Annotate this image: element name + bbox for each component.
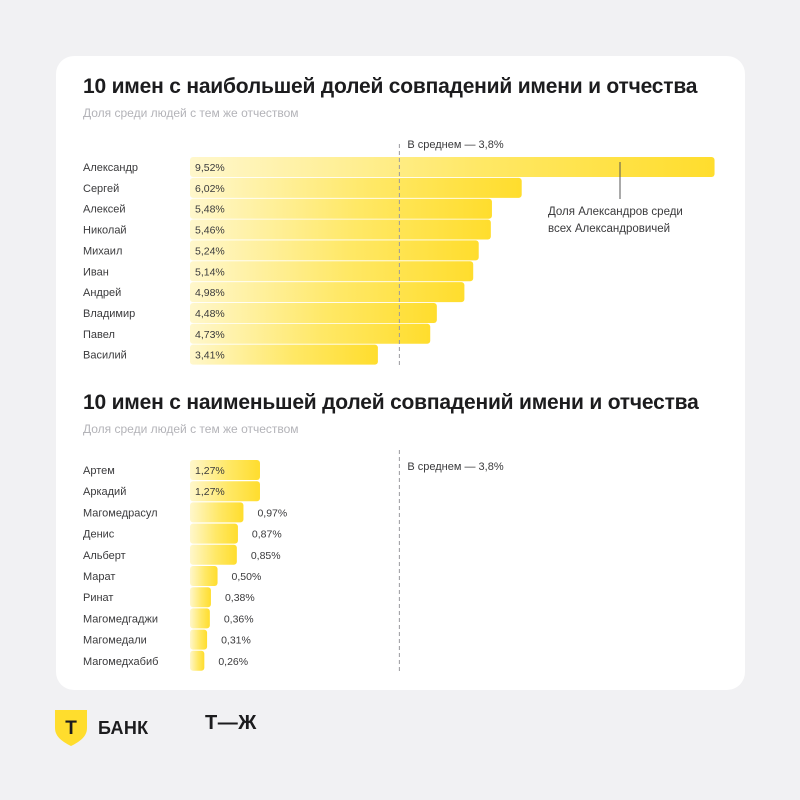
bar-10: [190, 650, 205, 671]
tzh-wordmark: Т—Ж: [205, 712, 257, 734]
bar-7: [190, 282, 465, 303]
category-label: Аркадий: [83, 486, 126, 498]
chart-1-subtitle: Доля среди людей с тем же отчеством: [83, 106, 299, 120]
chart-2-svg: Артем 1,27% Аркадий 1,27% Магомедрасул 0,97% Д…: [83, 450, 504, 674]
category-label: Николай: [83, 225, 127, 237]
category-label: Василий: [83, 350, 127, 362]
category-label: Магомедали: [83, 635, 147, 647]
category-label: Андрей: [83, 287, 121, 299]
value-label: 5,48%: [195, 204, 225, 216]
bar-1: [190, 157, 715, 177]
value-label: 4,73%: [195, 329, 225, 341]
average-label: В среднем — 3,8%: [407, 461, 503, 473]
category-label: Сергей: [83, 183, 119, 195]
category-label: Альберт: [83, 550, 126, 562]
annotation-line-2: всех Александровичей: [548, 223, 670, 235]
category-label: Магомедгаджи: [83, 613, 158, 625]
category-label: Артем: [83, 465, 115, 477]
value-label: 0,36%: [224, 613, 254, 625]
value-label: 1,27%: [195, 486, 225, 498]
bar-5: [190, 544, 237, 565]
bar-3: [190, 502, 244, 523]
value-label: 5,14%: [195, 266, 225, 278]
value-label: 0,38%: [225, 592, 255, 604]
tbank-shield-icon: Т: [55, 710, 87, 746]
value-label: 0,87%: [252, 529, 282, 541]
category-label: Павел: [83, 329, 115, 341]
category-label: Марат: [83, 571, 115, 583]
category-label: Владимир: [83, 308, 135, 320]
value-label: 5,46%: [195, 225, 225, 237]
value-label: 0,50%: [232, 571, 262, 583]
bar-8: [190, 608, 210, 629]
bar-2: [190, 481, 260, 502]
category-label: Михаил: [83, 245, 122, 257]
bar-4: [190, 523, 238, 544]
bar-6: [190, 261, 474, 282]
value-label: 4,48%: [195, 308, 225, 320]
category-label: Денис: [83, 529, 115, 541]
bar-8: [190, 302, 437, 323]
value-label: 9,52%: [195, 162, 225, 174]
value-label: 0,31%: [221, 635, 251, 647]
bar-3: [190, 198, 492, 219]
tbank-wordmark: БАНК: [98, 717, 149, 738]
tzh-logo: Т—Ж: [205, 712, 257, 735]
chart-1: Александр 9,52% Сергей 6,02% Алексей 5,48% Ник…: [0, 130, 800, 370]
category-label: Магомедхабиб: [83, 656, 158, 668]
value-label: 3,41%: [195, 350, 225, 362]
category-label: Магомедрасул: [83, 507, 158, 519]
value-label: 0,85%: [251, 550, 281, 562]
average-label: В среднем — 3,8%: [407, 139, 503, 151]
bar-7: [190, 587, 211, 608]
bar-9: [190, 629, 208, 650]
bar-1: [190, 460, 260, 480]
bar-9: [190, 323, 431, 344]
chart-1-title: 10 имен с наибольшей долей совпадений им…: [83, 75, 698, 98]
bar-4: [190, 219, 491, 240]
category-label: Иван: [83, 266, 109, 278]
tbank-letter: Т: [65, 718, 77, 739]
annotation-line-1: Доля Александров среди: [548, 206, 683, 218]
tbank-logo: Т БАНК: [55, 710, 148, 746]
value-label: 1,27%: [195, 465, 225, 477]
chart-2: Артем 1,27% Аркадий 1,27% Магомедрасул 0,97% Д…: [0, 450, 800, 682]
bar-10: [190, 344, 378, 365]
category-label: Александр: [83, 162, 138, 174]
value-label: 0,26%: [218, 656, 248, 668]
value-label: 0,97%: [257, 507, 287, 519]
chart-2-subtitle: Доля среди людей с тем же отчеством: [83, 422, 299, 436]
bar-5: [190, 240, 479, 261]
chart-2-title: 10 имен с наименьшей долей совпадений им…: [83, 391, 699, 414]
value-label: 4,98%: [195, 287, 225, 299]
category-label: Алексей: [83, 204, 126, 216]
bar-2: [190, 177, 522, 198]
chart-1-svg: Александр 9,52% Сергей 6,02% Алексей 5,48% Ник…: [83, 139, 715, 368]
value-label: 6,02%: [195, 183, 225, 195]
value-label: 5,24%: [195, 245, 225, 257]
category-label: Ринат: [83, 592, 113, 604]
bar-6: [190, 566, 218, 586]
